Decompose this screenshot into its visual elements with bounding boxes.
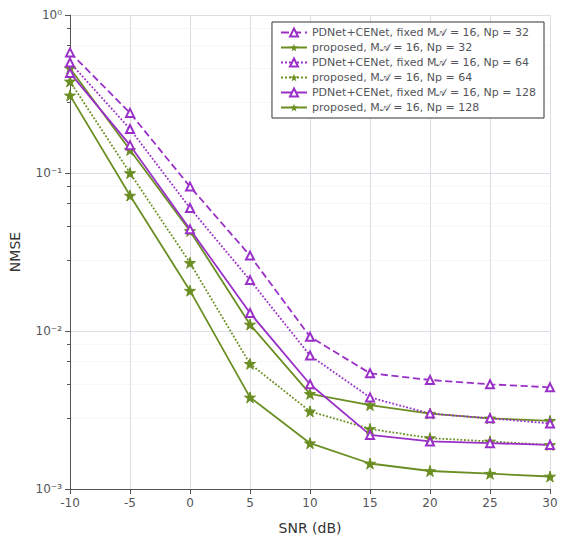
svg-text:PDNet+CENet, fixed M𝒜 = 16, N: PDNet+CENet, fixed M𝒜 = 16, Np = 32 (312, 26, 529, 39)
svg-text:30: 30 (542, 496, 557, 510)
svg-text:SNR (dB): SNR (dB) (279, 520, 342, 536)
svg-text:10⁻²: 10⁻² (36, 324, 63, 338)
svg-text:10⁻³: 10⁻³ (36, 482, 63, 496)
svg-text:25: 25 (482, 496, 497, 510)
svg-text:10⁻¹: 10⁻¹ (36, 166, 63, 180)
svg-text:20: 20 (422, 496, 437, 510)
svg-text:-10: -10 (60, 496, 80, 510)
svg-text:0: 0 (186, 496, 194, 510)
svg-text:proposed, M𝒜 = 16, Np = 128: proposed, M𝒜 = 16, Np = 128 (312, 101, 479, 114)
svg-text:PDNet+CENet, fixed M𝒜 = 16, N: PDNet+CENet, fixed M𝒜 = 16, Np = 64 (312, 56, 529, 69)
svg-text:-5: -5 (124, 496, 136, 510)
svg-text:5: 5 (246, 496, 254, 510)
svg-text:10⁰: 10⁰ (42, 8, 62, 22)
svg-text:PDNet+CENet, fixed M𝒜 = 16, N: PDNet+CENet, fixed M𝒜 = 16, Np = 128 (312, 86, 536, 99)
svg-text:proposed, M𝒜 = 16, Np = 64: proposed, M𝒜 = 16, Np = 64 (312, 71, 472, 84)
svg-text:NMSE: NMSE (7, 232, 23, 272)
svg-text:proposed, M𝒜 = 16, Np = 32: proposed, M𝒜 = 16, Np = 32 (312, 41, 472, 54)
svg-text:10: 10 (302, 496, 317, 510)
svg-text:15: 15 (362, 496, 377, 510)
